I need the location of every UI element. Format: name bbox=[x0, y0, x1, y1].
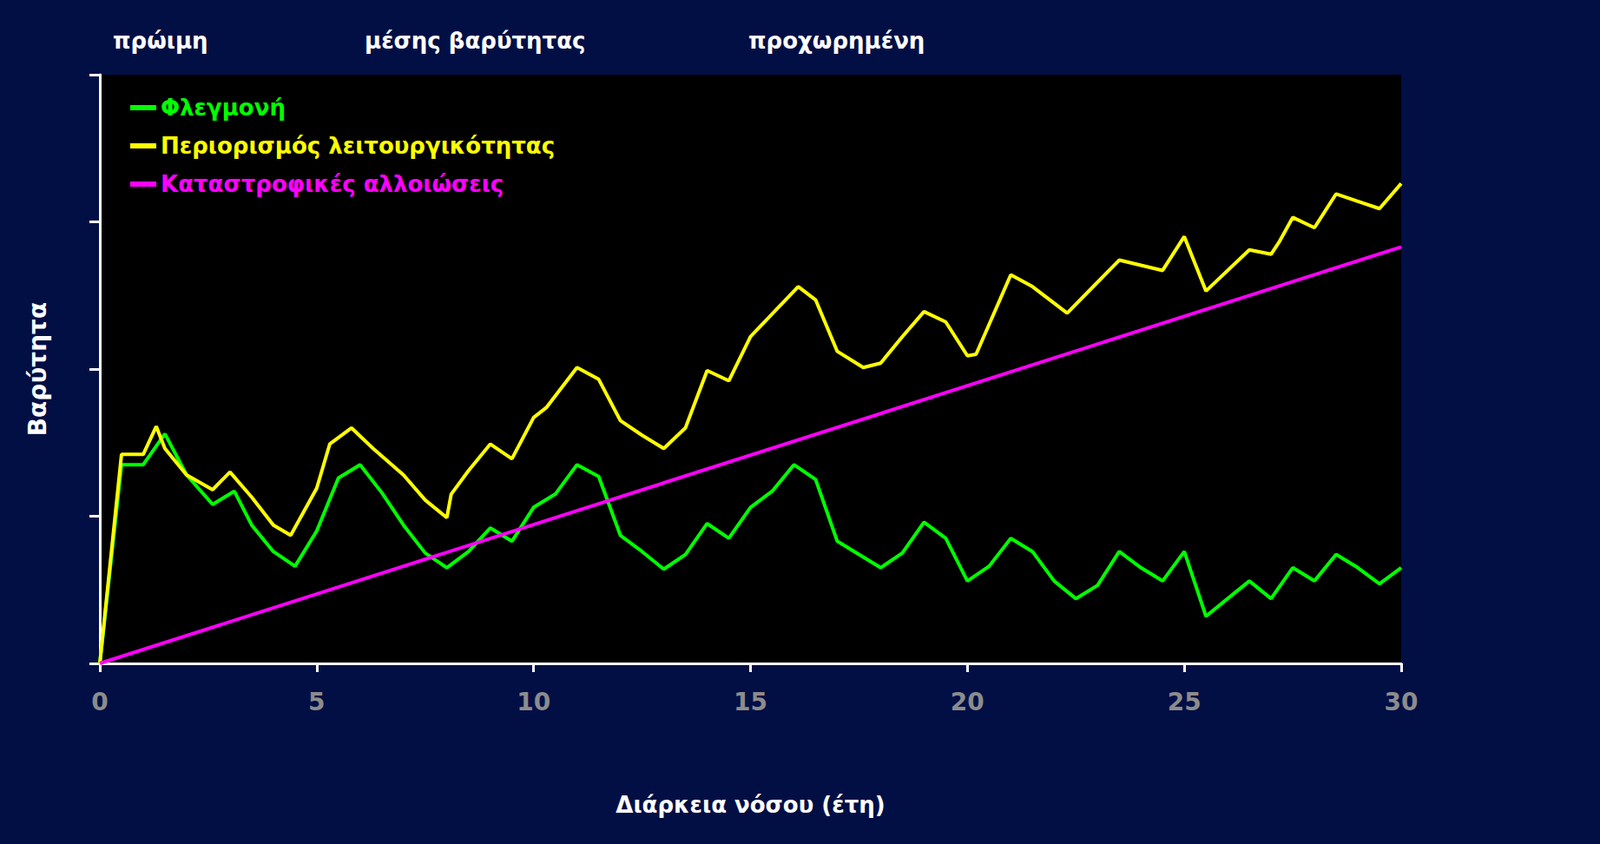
svg-text:Περιορισμός λειτουργικότητας: Περιορισμός λειτουργικότητας bbox=[160, 132, 555, 159]
svg-text:15: 15 bbox=[733, 687, 768, 717]
svg-text:Διάρκεια νόσου (έτη): Διάρκεια νόσου (έτη) bbox=[615, 791, 885, 818]
svg-text:Καταστροφικές αλλοιώσεις: Καταστροφικές αλλοιώσεις bbox=[160, 171, 504, 198]
svg-text:10: 10 bbox=[516, 687, 551, 717]
svg-text:30: 30 bbox=[1384, 687, 1419, 717]
svg-text:0: 0 bbox=[91, 687, 108, 717]
svg-text:25: 25 bbox=[1167, 687, 1202, 717]
svg-text:5: 5 bbox=[308, 687, 325, 717]
svg-text:μέσης βαρύτητας: μέσης βαρύτητας bbox=[364, 27, 586, 54]
svg-text:πρώιμη: πρώιμη bbox=[112, 27, 209, 54]
svg-text:Βαρύτητα: Βαρύτητα bbox=[23, 302, 53, 436]
svg-text:Φλεγμονή: Φλεγμονή bbox=[160, 94, 286, 121]
svg-text:προχωρημένη: προχωρημένη bbox=[748, 27, 925, 54]
svg-text:20: 20 bbox=[950, 687, 985, 717]
